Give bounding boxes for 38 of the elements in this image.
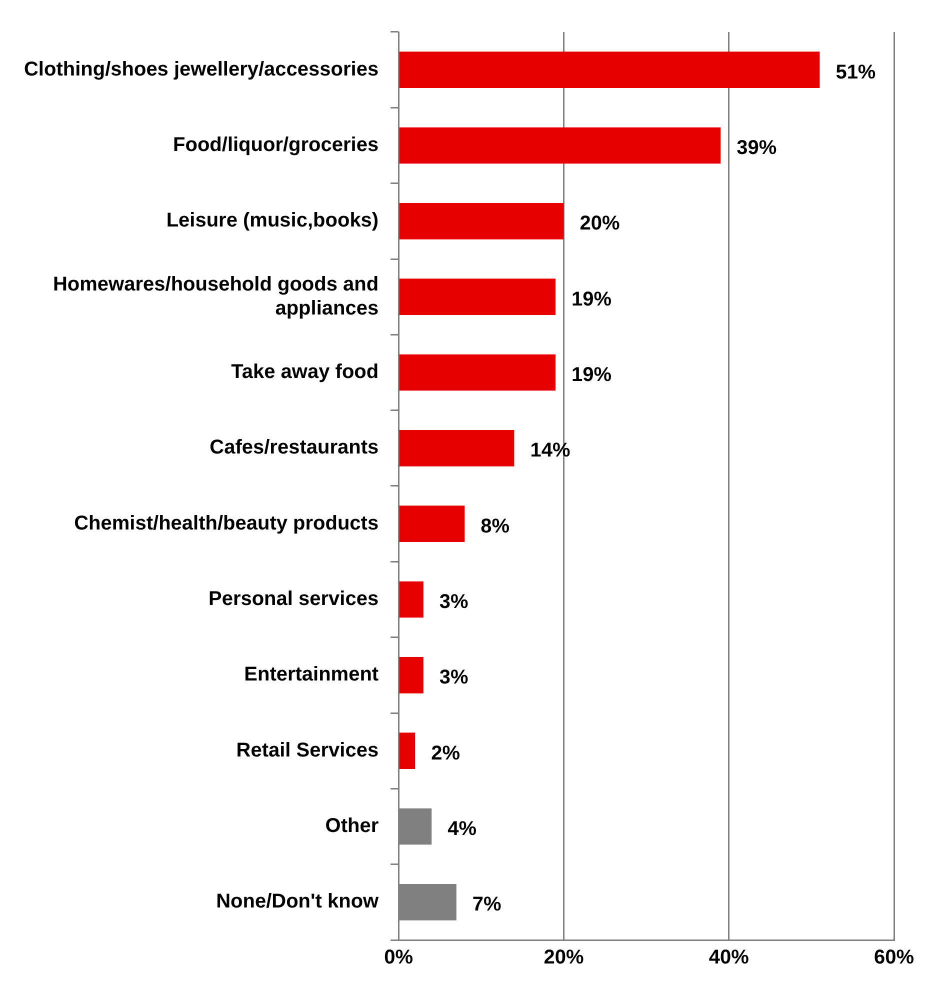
bar [399, 127, 721, 164]
y-tick-label: Chemist/health/beauty products [74, 512, 379, 534]
x-tick-label: 20% [544, 946, 584, 969]
bar [399, 657, 424, 694]
bar [399, 278, 556, 315]
y-tick-label: Entertainment [244, 664, 379, 686]
bar [399, 506, 465, 542]
y-tick-label: Food/liquor/groceries [173, 134, 379, 156]
x-tick-label: 60% [874, 946, 914, 969]
data-label: 8% [480, 515, 510, 538]
bar [399, 732, 416, 769]
bar [399, 203, 564, 240]
y-tick-label: None/Don't know [216, 890, 380, 913]
data-label: 51% [836, 61, 876, 84]
y-tick-label: Cafes/restaurants [210, 436, 379, 459]
y-tick-label: Other [325, 815, 379, 838]
y-tick-label: Homewares/household goods and appliances [52, 273, 379, 320]
data-label: 19% [571, 288, 612, 310]
y-tick-label: Personal services [208, 588, 379, 610]
bar [399, 581, 424, 618]
y-tick-label: Take away food [231, 361, 379, 384]
bar [399, 52, 820, 88]
data-label: 39% [736, 137, 777, 160]
data-label: 20% [580, 212, 620, 235]
data-label: 2% [431, 742, 460, 764]
data-label: 4% [448, 818, 477, 840]
data-label: 3% [439, 666, 468, 689]
data-label: 19% [571, 364, 612, 386]
y-tick-label: Clothing/shoes jewellery/accessories [24, 58, 379, 80]
data-label: 3% [439, 591, 468, 614]
x-tick-label: 0% [384, 946, 414, 969]
y-tick-label: Retail Services [236, 739, 379, 762]
bar [399, 430, 514, 466]
y-tick-label: Leisure (music,books) [166, 210, 379, 232]
bar [399, 354, 556, 391]
data-label: 14% [530, 440, 570, 462]
data-label: 7% [472, 894, 502, 916]
x-tick-label: 40% [708, 946, 750, 969]
